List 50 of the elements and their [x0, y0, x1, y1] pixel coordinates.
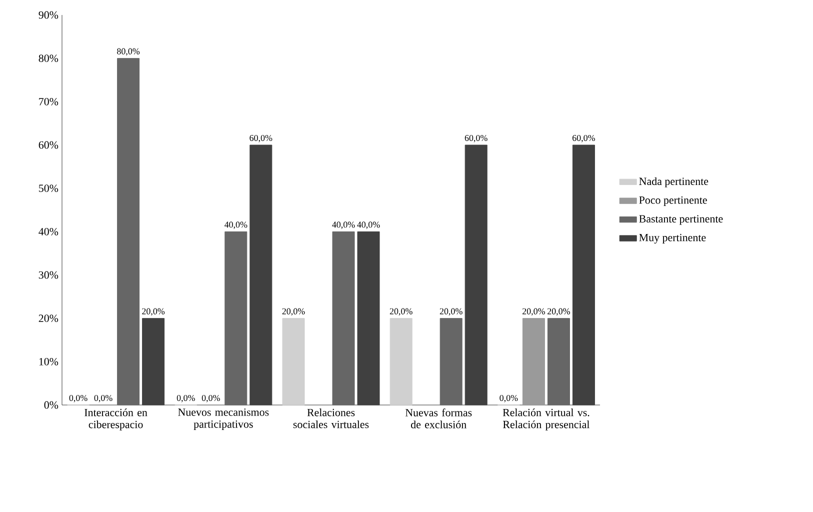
data-label: 0,0%: [500, 394, 518, 402]
legend-label: Poco pertinente: [639, 196, 707, 206]
y-tick-label: 10%: [39, 358, 58, 366]
bar: [282, 318, 305, 406]
bar: [390, 318, 412, 406]
y-tick-label: 90%: [38, 11, 58, 19]
bar: [522, 318, 545, 406]
x-tick-label: Relación virtual vs. Relación presencial: [502, 408, 590, 430]
data-label: 20,0%: [522, 308, 545, 316]
x-tick-label: Nuevas formas de exclusión: [405, 408, 472, 428]
x-tick-label: Relaciones sociales virtuales: [293, 408, 369, 428]
bar: [464, 144, 488, 406]
data-label: 40,0%: [224, 222, 248, 229]
y-tick-label: 20%: [38, 314, 58, 322]
data-label: 60,0%: [572, 134, 595, 142]
data-label: 20,0%: [142, 308, 165, 316]
data-label: 0,0%: [94, 394, 112, 402]
y-tick-label: 40%: [38, 228, 58, 236]
bar: [572, 144, 595, 406]
data-label: 20,0%: [282, 308, 305, 316]
bar: [357, 231, 380, 406]
legend-label: Nada pertinente: [639, 177, 708, 188]
legend-label: Muy pertinente: [639, 234, 706, 244]
data-label: 0,0%: [69, 394, 88, 402]
data-label: 40,0%: [357, 222, 380, 229]
data-label: 0,0%: [176, 394, 195, 402]
data-label: 20,0%: [548, 308, 570, 316]
y-tick-label: 80%: [38, 54, 58, 62]
bar: [250, 144, 272, 406]
bar: [117, 58, 140, 406]
y-tick-label: 70%: [39, 98, 58, 106]
data-label: 20,0%: [440, 308, 462, 316]
y-tick-label: 60%: [38, 141, 58, 149]
bar: [332, 231, 355, 406]
data-label: 60,0%: [464, 134, 488, 142]
x-tick-label: Nuevos mecanismos participativos: [178, 408, 269, 430]
bar: [142, 318, 165, 406]
y-tick-label: 50%: [39, 184, 58, 192]
bar: [440, 318, 462, 406]
bar: [547, 318, 570, 406]
data-label: 40,0%: [332, 222, 355, 229]
data-label: 20,0%: [390, 308, 412, 316]
bar: [224, 231, 248, 406]
y-tick-label: 30%: [38, 271, 58, 279]
data-label: 80,0%: [117, 48, 140, 56]
data-label: 60,0%: [250, 134, 272, 142]
y-tick-label: 0%: [44, 401, 58, 409]
data-label: 0,0%: [202, 394, 220, 402]
x-tick-label: Interacción en ciberespacio: [84, 408, 148, 430]
legend-label: Bastante pertinente: [639, 215, 723, 225]
